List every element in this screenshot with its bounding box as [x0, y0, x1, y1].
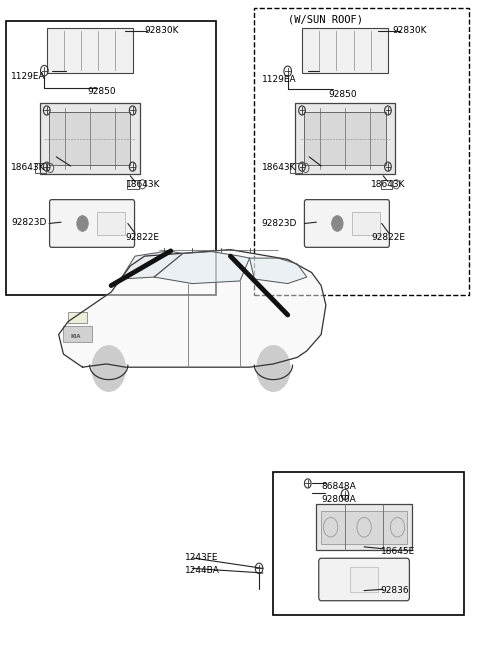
Bar: [350, 567, 378, 592]
Circle shape: [92, 346, 125, 392]
Text: 92850: 92850: [328, 90, 357, 98]
Text: 92830K: 92830K: [393, 26, 427, 35]
FancyBboxPatch shape: [316, 504, 412, 550]
FancyBboxPatch shape: [319, 558, 409, 601]
Circle shape: [257, 346, 290, 392]
Polygon shape: [120, 251, 183, 279]
Text: (W/SUN ROOF): (W/SUN ROOF): [288, 14, 363, 24]
Text: 1244BA: 1244BA: [185, 567, 220, 575]
Text: 92850: 92850: [87, 87, 116, 96]
Bar: [321, 511, 407, 544]
Bar: [63, 326, 92, 342]
Text: 92822E: 92822E: [371, 234, 405, 242]
Text: 18643K: 18643K: [371, 180, 406, 189]
Bar: [35, 163, 47, 173]
Bar: [274, 472, 464, 615]
Text: 92830K: 92830K: [144, 26, 179, 35]
Text: 18645E: 18645E: [381, 547, 415, 556]
Text: 1243FE: 1243FE: [185, 554, 218, 562]
Bar: [381, 180, 393, 189]
FancyBboxPatch shape: [295, 102, 395, 174]
Text: 92823D: 92823D: [262, 219, 297, 228]
Text: KIA: KIA: [70, 334, 81, 339]
Circle shape: [332, 216, 343, 232]
Polygon shape: [59, 250, 326, 367]
FancyBboxPatch shape: [47, 28, 132, 73]
Text: 92823D: 92823D: [11, 218, 46, 227]
Text: 18643K: 18643K: [262, 163, 296, 173]
Bar: [290, 163, 302, 173]
Bar: [49, 112, 130, 165]
Bar: [6, 21, 216, 295]
Bar: [68, 312, 87, 323]
Polygon shape: [154, 251, 250, 283]
Bar: [304, 112, 385, 165]
FancyBboxPatch shape: [49, 199, 134, 247]
Text: 18643K: 18643K: [125, 180, 160, 189]
FancyBboxPatch shape: [39, 102, 140, 174]
Text: 86848A: 86848A: [321, 482, 356, 491]
FancyBboxPatch shape: [304, 199, 389, 247]
Polygon shape: [250, 258, 307, 283]
Bar: [97, 212, 125, 236]
Text: 92836: 92836: [381, 586, 409, 595]
Text: 92822E: 92822E: [125, 234, 159, 242]
Bar: [352, 212, 380, 236]
Text: 18643K: 18643K: [11, 163, 46, 173]
Circle shape: [77, 216, 88, 232]
FancyBboxPatch shape: [302, 28, 388, 73]
Text: 1129EA: 1129EA: [262, 75, 296, 84]
Text: 92800A: 92800A: [321, 495, 356, 504]
Bar: [127, 180, 139, 189]
Bar: [254, 8, 469, 295]
Text: 1129EA: 1129EA: [11, 72, 46, 81]
